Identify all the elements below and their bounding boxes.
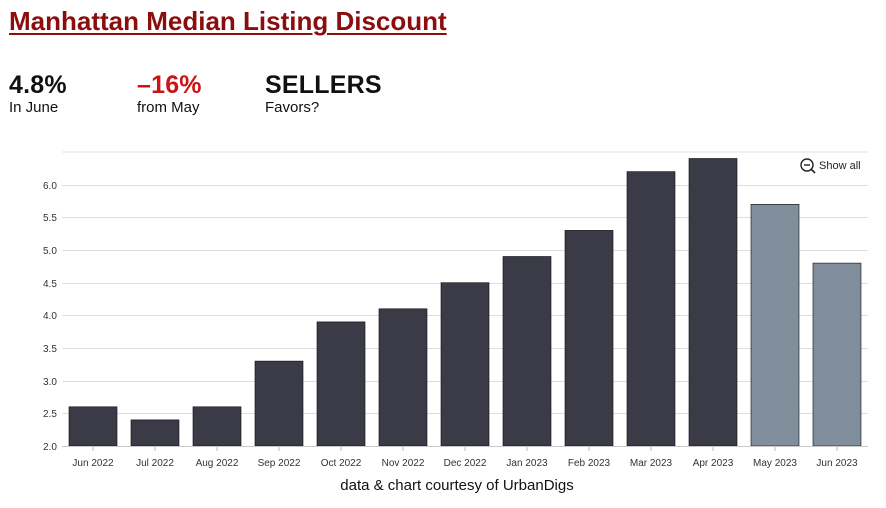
bar[interactable]	[68, 406, 118, 447]
x-tick-label: Feb 2023	[568, 458, 611, 469]
y-tick-label: 4.5	[43, 279, 57, 290]
stat-value: SELLERS	[265, 71, 382, 99]
bar-chart: 2.0 2.5 3.0 3.5 4.0 4.5 5.0 5.5 6.0 Jun 2022 Jul …	[43, 151, 868, 469]
x-tick-label: Nov 2022	[382, 458, 425, 469]
show-all-label: Show all	[819, 160, 861, 172]
bar[interactable]	[378, 308, 428, 447]
x-tick-label: Jan 2023	[506, 458, 548, 469]
x-tick-label: Jun 2023	[816, 458, 858, 469]
x-tick-label: Mar 2023	[630, 458, 673, 469]
bar[interactable]	[440, 282, 490, 447]
bar[interactable]	[502, 256, 552, 447]
y-tick-label: 3.5	[43, 344, 57, 355]
bar[interactable]	[254, 360, 304, 447]
x-tick-label: Apr 2023	[693, 458, 734, 469]
bar[interactable]	[688, 158, 738, 447]
y-axis: 2.0 2.5 3.0 3.5 4.0 4.5 5.0 5.5 6.0	[43, 181, 57, 453]
bar[interactable]	[812, 262, 862, 447]
bar[interactable]	[750, 204, 800, 447]
x-tick-label: May 2023	[753, 458, 797, 469]
bar[interactable]	[316, 321, 366, 447]
y-tick-label: 5.0	[43, 246, 57, 257]
bar[interactable]	[564, 230, 614, 447]
x-tick-label: Aug 2022	[196, 458, 239, 469]
x-tick-label: Jul 2022	[136, 458, 174, 469]
stat-june-discount: 4.8% In June	[9, 72, 67, 117]
bar[interactable]	[130, 419, 180, 447]
x-tick-label: Jun 2022	[72, 458, 114, 469]
x-tick-label: Oct 2022	[321, 458, 362, 469]
chart-bars	[68, 158, 862, 447]
y-tick-label: 3.0	[43, 377, 57, 388]
x-tick-label: Dec 2022	[444, 458, 487, 469]
stat-label: In June	[9, 99, 59, 116]
show-all-button[interactable]: Show all	[800, 158, 861, 174]
y-tick-label: 2.0	[43, 442, 57, 453]
page-title[interactable]: Manhattan Median Listing Discount	[9, 6, 447, 36]
credit-text: data & chart courtesy of UrbanDigs	[340, 477, 574, 494]
stat-value: 4.8%	[9, 71, 67, 99]
bar[interactable]	[192, 406, 242, 447]
x-axis: Jun 2022 Jul 2022 Aug 2022 Sep 2022 Oct 2022…	[62, 446, 868, 469]
stat-monthly-change: –16% from May	[137, 72, 202, 117]
y-tick-label: 5.5	[43, 213, 57, 224]
bar[interactable]	[626, 171, 676, 447]
stat-value: –16%	[137, 71, 202, 99]
stat-market-favors: SELLERS Favors?	[265, 72, 382, 117]
x-tick-label: Sep 2022	[258, 458, 301, 469]
y-tick-label: 6.0	[43, 181, 57, 192]
zoom-out-icon	[800, 158, 816, 174]
stat-label: Favors?	[265, 99, 320, 116]
y-tick-label: 4.0	[43, 311, 57, 322]
stat-label: from May	[137, 99, 200, 116]
y-tick-label: 2.5	[43, 409, 57, 420]
